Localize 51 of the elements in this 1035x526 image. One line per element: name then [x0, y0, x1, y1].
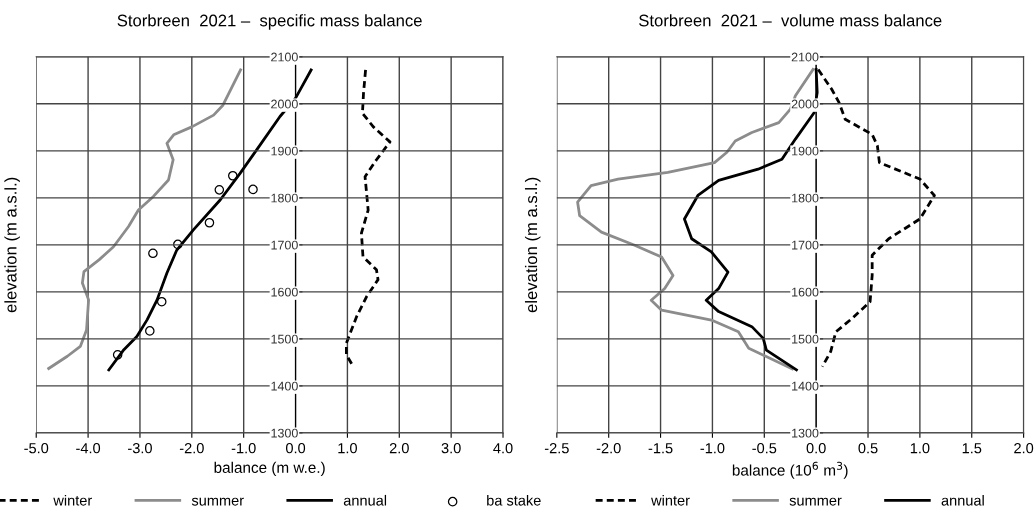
x-tick-label: 1.0 — [910, 443, 930, 454]
x-tick-label: 4.0 — [493, 443, 513, 454]
x-tick-label: 0.0 — [806, 443, 826, 454]
y-tick-label: 2000 — [271, 99, 298, 109]
chart-title: Storbreen 2021 – volume mass balance — [639, 14, 942, 27]
legend-label: ba stake — [487, 494, 541, 506]
y-axis-title: elevation (m a.s.l.) — [524, 177, 541, 313]
y-tick-label: 1300 — [271, 428, 298, 438]
y-tick-label: 1700 — [271, 240, 298, 250]
x-tick-label: -4.0 — [76, 443, 101, 454]
y-tick-label: 1400 — [271, 381, 298, 391]
x-tick-label: -1.5 — [648, 443, 673, 454]
y-tick-label: 1700 — [792, 240, 819, 250]
x-tick-label: -1.0 — [231, 443, 256, 454]
y-tick-label: 1600 — [792, 287, 819, 297]
y-tick-label: 2100 — [791, 52, 819, 62]
y-tick-label: 1900 — [792, 146, 819, 156]
legend-label: summer — [191, 497, 244, 506]
legend-label: annual — [343, 494, 387, 506]
x-tick-label: -2.5 — [544, 443, 569, 454]
x-tick-label: -3.0 — [128, 443, 152, 454]
y-tick-label: 1400 — [792, 381, 819, 391]
y-tick-label: 1800 — [792, 193, 819, 203]
x-tick-label: -5.0 — [24, 443, 49, 454]
legend-label: annual — [941, 494, 984, 506]
x-tick-label: -0.5 — [752, 443, 777, 454]
y-tick-label: 1600 — [271, 287, 298, 297]
x-tick-label: -2.0 — [596, 443, 621, 454]
x-tick-label: 1.0 — [338, 443, 357, 454]
x-tick-label: 2.0 — [1014, 443, 1034, 454]
y-tick-label: 1800 — [271, 193, 298, 203]
x-axis-title: balance (10$^{6}$ m$^{3}$) — [732, 461, 848, 479]
y-tick-label: 1500 — [792, 334, 819, 344]
y-tick-label: 2100 — [271, 52, 298, 62]
y-axis-title: elevation (m a.s.l.) — [4, 177, 20, 313]
x-axis-title: balance (m w.e.) — [214, 461, 325, 476]
chart-title: Storbreen 2021 – specific mass balance — [117, 14, 422, 30]
x-tick-label: -1.0 — [700, 443, 725, 454]
legend-label: winter — [651, 494, 690, 506]
y-tick-label: 1900 — [271, 146, 298, 156]
x-tick-label: 2.0 — [389, 443, 409, 454]
x-tick-label: 3.0 — [441, 443, 461, 454]
x-tick-label: -2.0 — [179, 443, 204, 454]
legend-label: summer — [789, 497, 842, 506]
legend-label: winter — [53, 494, 92, 506]
x-tick-label: 1.5 — [962, 443, 982, 454]
x-tick-label: 0.0 — [285, 443, 306, 454]
y-tick-label: 1500 — [271, 334, 298, 344]
y-tick-label: 2000 — [791, 99, 819, 109]
x-tick-label: 0.5 — [858, 443, 878, 454]
y-tick-label: 1300 — [792, 428, 819, 438]
